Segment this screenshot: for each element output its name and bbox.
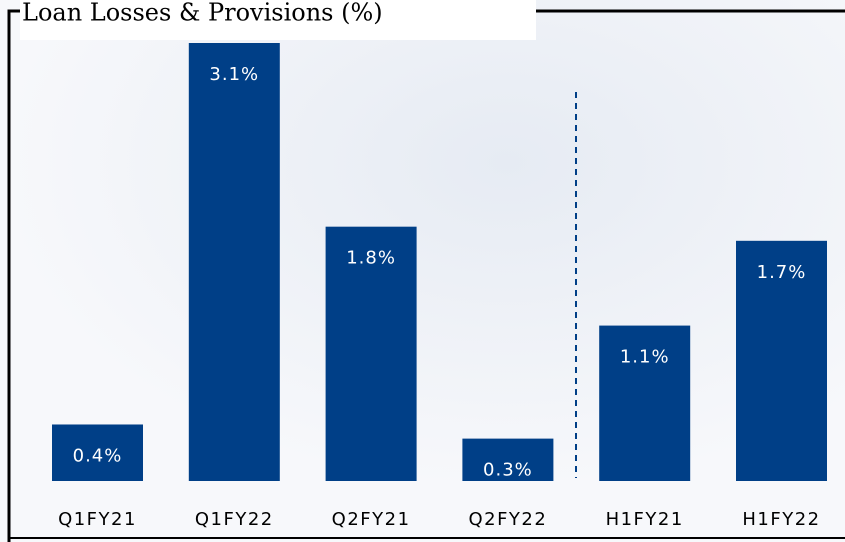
x-tick-label: Q2FY21: [332, 509, 411, 530]
title-box: [20, 0, 536, 40]
x-tick-label: H1FY22: [742, 509, 820, 530]
x-tick-label: H1FY21: [606, 509, 684, 530]
x-tick-label: Q1FY21: [58, 509, 137, 530]
value-label: 0.4%: [73, 445, 123, 466]
bar: [325, 226, 417, 481]
chart-title: Loan Losses & Provisions (%): [22, 0, 383, 27]
x-tick-label: Q1FY22: [195, 509, 274, 530]
bar: [188, 43, 280, 481]
value-label: 1.8%: [346, 248, 396, 269]
bar: [736, 240, 827, 481]
bar: [599, 325, 691, 481]
bar: [52, 424, 143, 481]
x-tick-label: Q2FY22: [468, 509, 547, 530]
value-label: 3.1%: [209, 64, 259, 85]
bar: [462, 438, 554, 481]
value-label: 0.3%: [483, 460, 533, 481]
value-label: 1.7%: [757, 262, 807, 283]
value-label: 1.1%: [620, 347, 670, 368]
frame: [7, 9, 845, 542]
